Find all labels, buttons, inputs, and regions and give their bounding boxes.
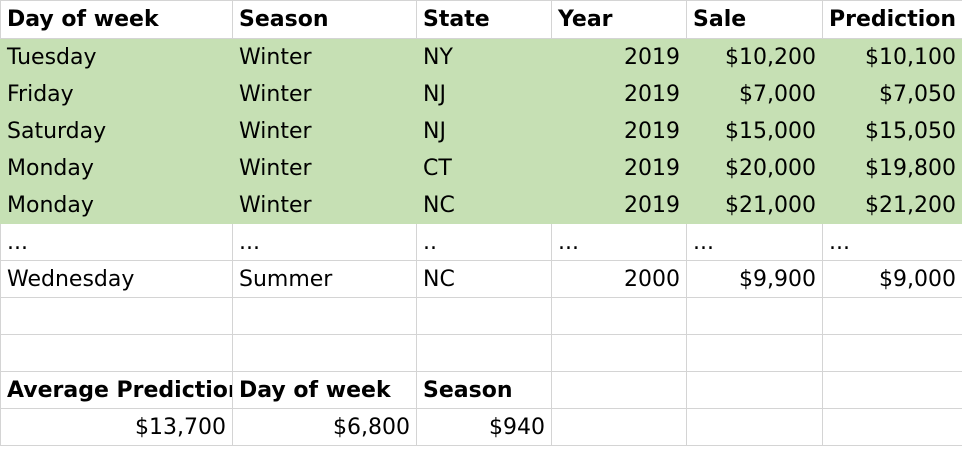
cell-prediction[interactable]: ...: [822, 223, 962, 261]
cell-state[interactable]: NC: [416, 260, 552, 298]
empty-cell[interactable]: [551, 408, 687, 446]
empty-cell[interactable]: [416, 334, 552, 372]
empty-row: [0, 297, 962, 335]
cell-day[interactable]: Monday: [0, 149, 233, 187]
summary-value-day-of-week[interactable]: $6,800: [232, 408, 417, 446]
empty-row: [0, 334, 962, 372]
header-state[interactable]: State: [416, 0, 552, 39]
summary-label-day-of-week[interactable]: Day of week: [232, 371, 417, 409]
cell-state[interactable]: NC: [416, 186, 552, 224]
cell-day[interactable]: Saturday: [0, 112, 233, 150]
cell-season[interactable]: Winter: [232, 75, 417, 113]
cell-prediction[interactable]: $19,800: [822, 149, 962, 187]
header-year[interactable]: Year: [551, 0, 687, 39]
empty-cell[interactable]: [822, 297, 962, 335]
cell-year[interactable]: 2019: [551, 186, 687, 224]
empty-cell[interactable]: [686, 408, 823, 446]
cell-season[interactable]: Winter: [232, 112, 417, 150]
cell-year[interactable]: 2000: [551, 260, 687, 298]
summary-value-row: $13,700 $6,800 $940: [0, 408, 962, 446]
empty-cell[interactable]: [822, 371, 962, 409]
table-row: Wednesday Summer NC 2000 $9,900 $9,000: [0, 260, 962, 298]
empty-cell[interactable]: [551, 371, 687, 409]
empty-cell[interactable]: [822, 334, 962, 372]
cell-sale[interactable]: $15,000: [686, 112, 823, 150]
cell-day[interactable]: Tuesday: [0, 38, 233, 76]
ellipsis-row: ... ... .. ... ... ...: [0, 223, 962, 261]
header-season[interactable]: Season: [232, 0, 417, 39]
empty-cell[interactable]: [822, 408, 962, 446]
cell-season[interactable]: Summer: [232, 260, 417, 298]
cell-season[interactable]: ...: [232, 223, 417, 261]
empty-cell[interactable]: [232, 334, 417, 372]
cell-season[interactable]: Winter: [232, 149, 417, 187]
cell-state[interactable]: NY: [416, 38, 552, 76]
cell-prediction[interactable]: $9,000: [822, 260, 962, 298]
cell-sale[interactable]: $21,000: [686, 186, 823, 224]
cell-day[interactable]: Monday: [0, 186, 233, 224]
empty-cell[interactable]: [416, 297, 552, 335]
header-row: Day of week Season State Year Sale Predi…: [0, 0, 962, 39]
cell-year[interactable]: 2019: [551, 38, 687, 76]
cell-state[interactable]: NJ: [416, 75, 552, 113]
table-row: Friday Winter NJ 2019 $7,000 $7,050: [0, 75, 962, 113]
cell-season[interactable]: Winter: [232, 186, 417, 224]
table-row: Tuesday Winter NY 2019 $10,200 $10,100: [0, 38, 962, 76]
cell-sale[interactable]: $9,900: [686, 260, 823, 298]
summary-label-season[interactable]: Season: [416, 371, 552, 409]
table-row: Monday Winter CT 2019 $20,000 $19,800: [0, 149, 962, 187]
table-row: Monday Winter NC 2019 $21,000 $21,200: [0, 186, 962, 224]
cell-year[interactable]: 2019: [551, 149, 687, 187]
cell-sale[interactable]: $20,000: [686, 149, 823, 187]
cell-year[interactable]: ...: [551, 223, 687, 261]
spreadsheet-grid: Day of week Season State Year Sale Predi…: [0, 0, 962, 446]
cell-state[interactable]: CT: [416, 149, 552, 187]
header-sale[interactable]: Sale: [686, 0, 823, 39]
empty-cell[interactable]: [0, 297, 233, 335]
cell-sale[interactable]: $7,000: [686, 75, 823, 113]
summary-value-season[interactable]: $940: [416, 408, 552, 446]
header-prediction[interactable]: Prediction: [822, 0, 962, 39]
empty-cell[interactable]: [686, 334, 823, 372]
empty-cell[interactable]: [686, 297, 823, 335]
cell-year[interactable]: 2019: [551, 75, 687, 113]
cell-prediction[interactable]: $10,100: [822, 38, 962, 76]
header-day-of-week[interactable]: Day of week: [0, 0, 233, 39]
cell-year[interactable]: 2019: [551, 112, 687, 150]
cell-day[interactable]: Wednesday: [0, 260, 233, 298]
cell-sale[interactable]: ...: [686, 223, 823, 261]
cell-day[interactable]: Friday: [0, 75, 233, 113]
cell-prediction[interactable]: $15,050: [822, 112, 962, 150]
cell-state[interactable]: NJ: [416, 112, 552, 150]
empty-cell[interactable]: [551, 334, 687, 372]
empty-cell[interactable]: [232, 297, 417, 335]
empty-cell[interactable]: [0, 334, 233, 372]
cell-state[interactable]: ..: [416, 223, 552, 261]
summary-label-average-prediction[interactable]: Average Prediction: [0, 371, 233, 409]
cell-season[interactable]: Winter: [232, 38, 417, 76]
cell-prediction[interactable]: $21,200: [822, 186, 962, 224]
cell-prediction[interactable]: $7,050: [822, 75, 962, 113]
cell-sale[interactable]: $10,200: [686, 38, 823, 76]
summary-header-row: Average Prediction Day of week Season: [0, 371, 962, 409]
empty-cell[interactable]: [551, 297, 687, 335]
empty-cell[interactable]: [686, 371, 823, 409]
summary-value-average-prediction[interactable]: $13,700: [0, 408, 233, 446]
table-row: Saturday Winter NJ 2019 $15,000 $15,050: [0, 112, 962, 150]
cell-day[interactable]: ...: [0, 223, 233, 261]
